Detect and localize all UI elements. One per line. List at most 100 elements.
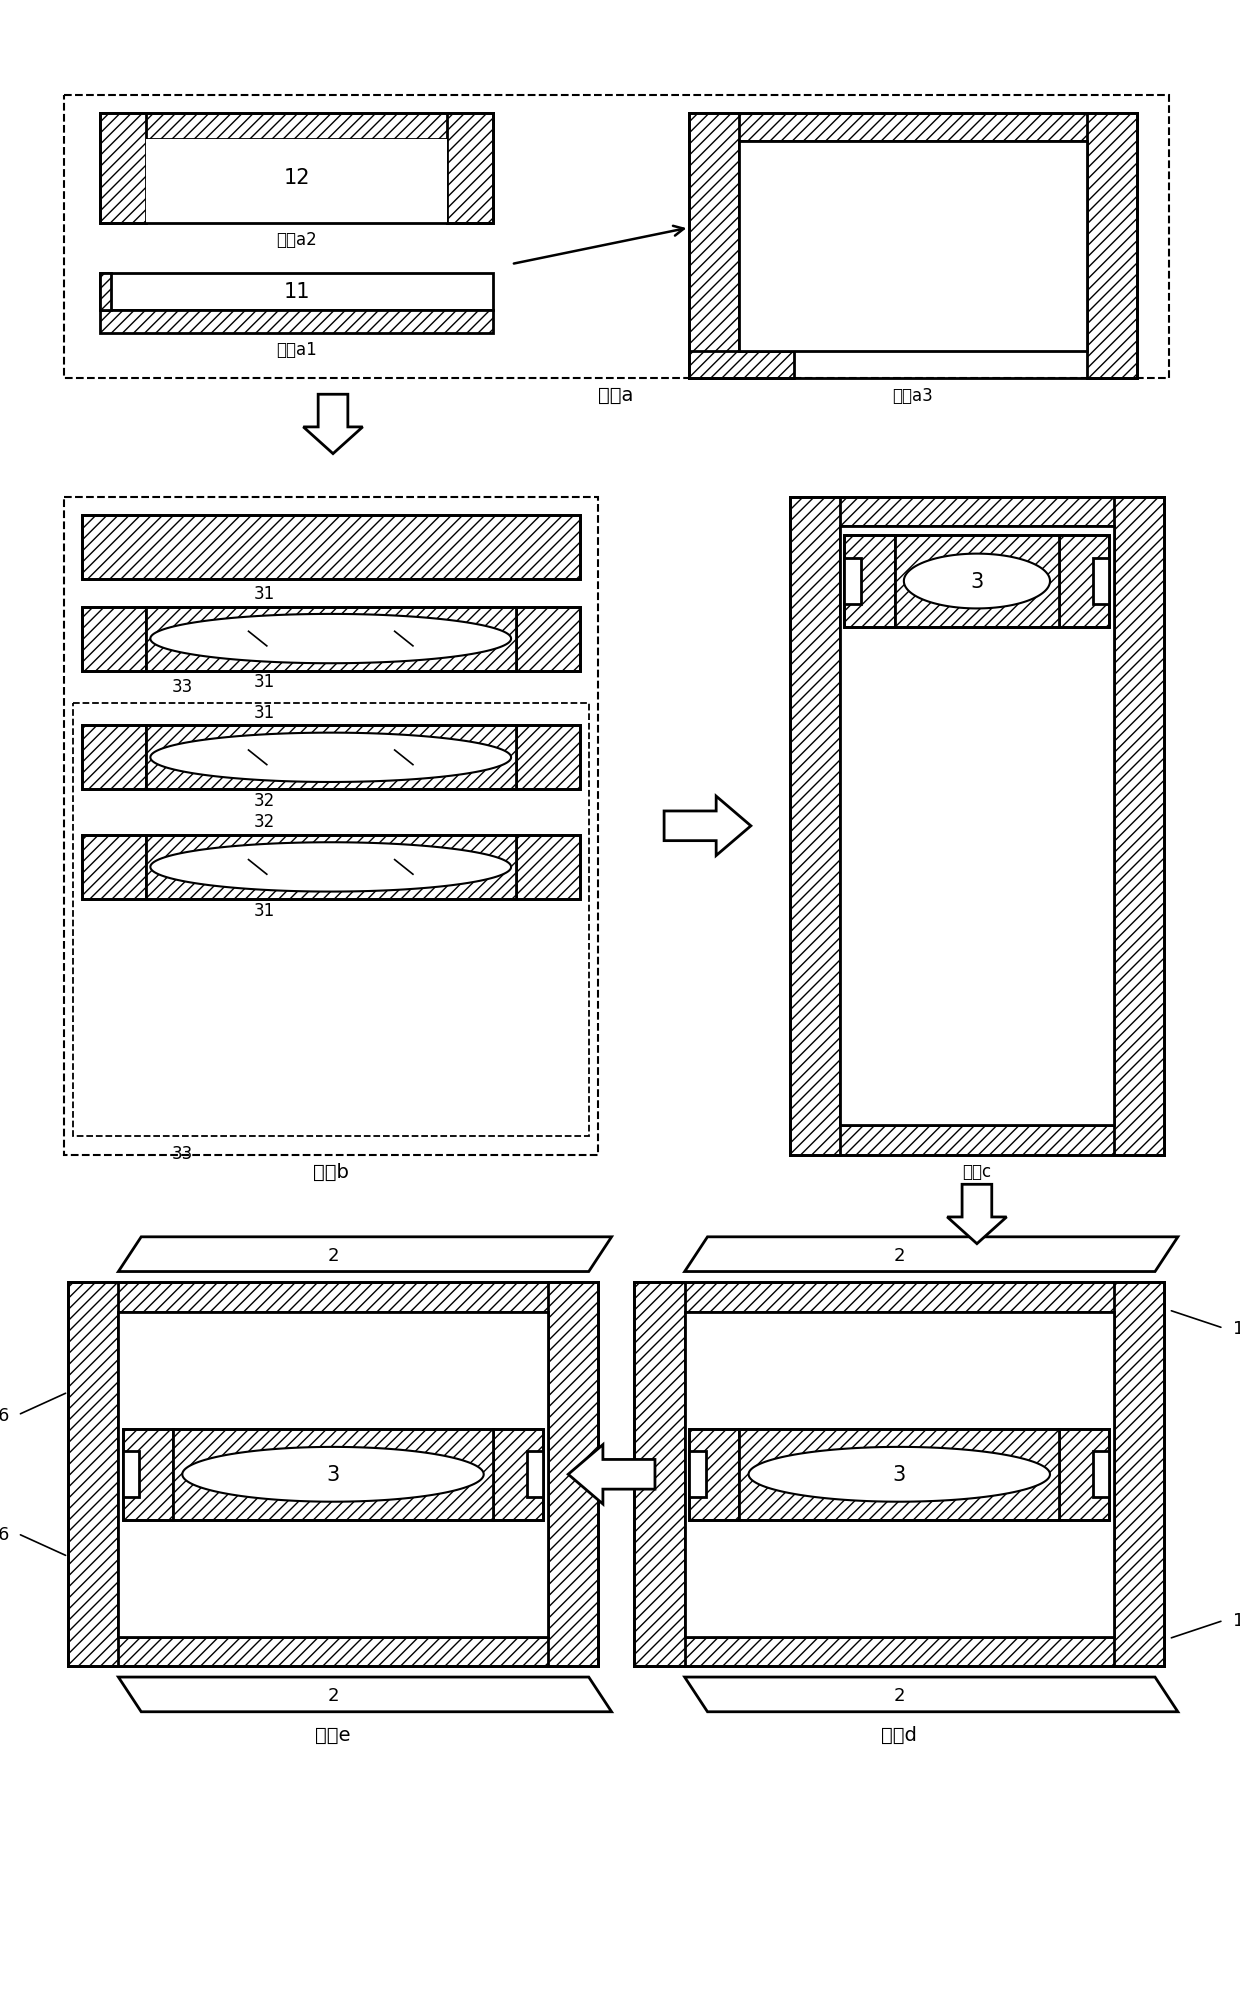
Bar [844,536,1110,628]
Text: 1: 1 [1233,1612,1240,1630]
Bar [73,702,589,1136]
Bar [63,96,1169,379]
Bar [689,351,795,379]
Bar [1059,536,1110,628]
Bar [118,1313,548,1638]
Bar [174,1429,492,1519]
Text: 31: 31 [254,672,275,690]
Bar [82,835,579,899]
Text: 步骤e: 步骤e [315,1726,351,1744]
Bar [895,536,1059,628]
Text: 步骤a: 步骤a [599,385,634,405]
Bar [684,1313,1114,1638]
Bar [790,498,839,1156]
Text: 3: 3 [326,1465,340,1485]
Polygon shape [904,554,1050,608]
Bar [68,1282,598,1666]
Bar [635,1282,1164,1666]
Polygon shape [947,1184,1007,1244]
Text: 2: 2 [894,1686,905,1704]
Bar [82,727,146,791]
Polygon shape [182,1447,484,1501]
Bar [123,1429,543,1519]
Bar [100,311,492,333]
Bar [689,1451,706,1497]
Bar [100,275,112,311]
Text: 6: 6 [0,1525,9,1543]
Text: 31: 31 [254,584,275,602]
Polygon shape [150,733,511,783]
Bar [844,536,895,628]
Bar [790,498,1164,528]
Bar [82,516,579,580]
Bar [118,1313,548,1638]
Polygon shape [568,1445,655,1503]
Text: 步骤b: 步骤b [312,1162,348,1180]
Bar [68,1638,598,1666]
Bar [68,1282,598,1313]
Text: 33: 33 [171,1144,193,1162]
Bar [146,608,516,670]
Bar [82,516,579,580]
Polygon shape [150,614,511,664]
Polygon shape [304,395,362,454]
Bar [635,1638,1164,1666]
Bar [689,114,1137,379]
Polygon shape [684,1236,1178,1272]
Text: 步骤d: 步骤d [882,1726,918,1744]
Bar [739,1429,1059,1519]
Bar [839,528,1114,1126]
Bar [689,1429,739,1519]
Text: 步骤a1: 步骤a1 [277,341,317,359]
Bar [1092,558,1110,604]
Text: 步骤a2: 步骤a2 [277,231,317,249]
Polygon shape [684,1678,1178,1712]
Bar [82,727,579,791]
Bar [739,142,1086,351]
Bar [82,835,146,899]
Text: 31: 31 [254,702,275,721]
Text: 2: 2 [327,1686,339,1704]
Bar [1086,114,1137,379]
Bar [844,558,861,604]
Bar [516,835,579,899]
Bar [1059,1429,1110,1519]
Bar [1114,1282,1164,1666]
Text: 6: 6 [0,1407,9,1425]
Text: 12: 12 [283,169,310,189]
Bar [790,498,1164,1156]
Bar [516,727,579,791]
Polygon shape [665,797,751,857]
Text: 2: 2 [894,1246,905,1264]
Polygon shape [118,1678,611,1712]
Bar [492,1429,543,1519]
Text: 33: 33 [171,678,193,696]
Bar [516,608,579,670]
Bar [689,1429,1110,1519]
Bar [123,1451,139,1497]
Bar [1092,1451,1110,1497]
Text: 31: 31 [254,901,275,919]
Polygon shape [118,1236,611,1272]
Text: 32: 32 [254,793,275,811]
Bar [82,608,146,670]
Bar [839,528,1114,1126]
Bar [63,498,598,1156]
Text: 11: 11 [283,283,310,303]
Bar [527,1451,543,1497]
Bar [82,608,579,670]
Bar [689,114,739,379]
Polygon shape [749,1447,1050,1501]
Text: 3: 3 [971,572,983,592]
Text: 2: 2 [327,1246,339,1264]
Bar [146,140,448,225]
Bar [68,1282,118,1666]
Bar [548,1282,598,1666]
Text: 步骤a3: 步骤a3 [893,387,934,405]
Bar [146,835,516,899]
Bar [100,275,492,311]
Bar [790,1126,1164,1156]
Bar [100,114,146,225]
Bar [100,114,492,225]
Text: 32: 32 [254,813,275,831]
